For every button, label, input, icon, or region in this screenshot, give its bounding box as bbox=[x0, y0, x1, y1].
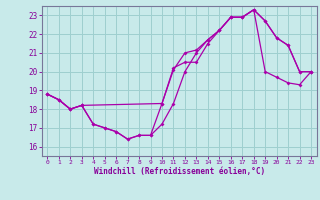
X-axis label: Windchill (Refroidissement éolien,°C): Windchill (Refroidissement éolien,°C) bbox=[94, 167, 265, 176]
